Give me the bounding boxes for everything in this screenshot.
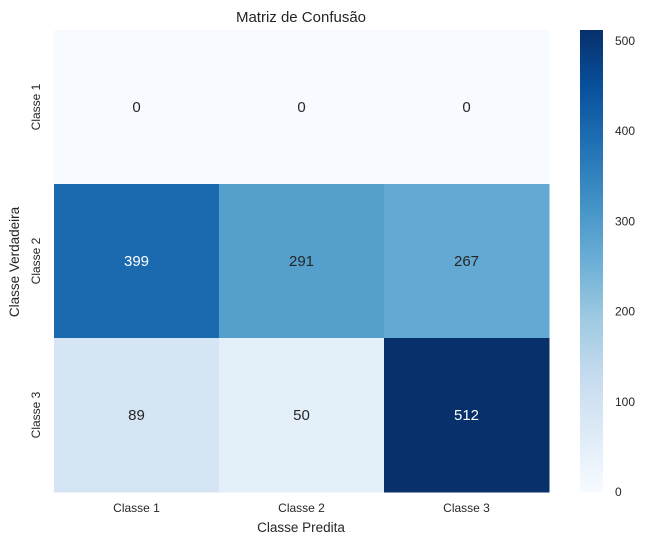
cell-value-label: 399 xyxy=(124,253,149,270)
heatmap-cell xyxy=(54,184,220,339)
heatmap-cell xyxy=(384,184,550,339)
x-axis-label: Classe Predita xyxy=(257,520,345,535)
cell-value-label: 267 xyxy=(454,253,479,270)
cell-value-label: 0 xyxy=(462,99,470,116)
cell-value-label: 512 xyxy=(454,407,479,424)
x-tick-label: Classe 3 xyxy=(443,501,490,515)
colorbar: 0 100 200 300 400 500 xyxy=(580,30,635,499)
x-tick-label: Classe 2 xyxy=(278,501,325,515)
x-axis-ticks: Classe 1 Classe 2 Classe 3 xyxy=(113,501,490,515)
chart-title: Matriz de Confusão xyxy=(236,9,366,26)
x-tick-label: Classe 1 xyxy=(113,501,160,515)
y-axis-label: Classe Verdadeira xyxy=(7,206,22,317)
colorbar-tick-label: 300 xyxy=(615,214,635,228)
heatmap-cell xyxy=(384,30,550,185)
heatmap-cell xyxy=(219,30,385,185)
heatmap-cell xyxy=(219,184,385,339)
y-tick-label: Classe 3 xyxy=(29,391,43,438)
y-tick-label: Classe 1 xyxy=(29,83,43,130)
y-axis-ticks: Classe 1 Classe 2 Classe 3 xyxy=(29,83,43,438)
heatmap-grid: 0 0 0 399 291 267 89 50 512 xyxy=(54,30,550,493)
heatmap-cell xyxy=(54,338,220,493)
colorbar-tick-label: 500 xyxy=(615,34,635,48)
cell-value-label: 0 xyxy=(132,99,140,116)
heatmap-cell xyxy=(384,338,550,493)
heatmap-cell xyxy=(54,30,220,185)
heatmap-cell xyxy=(219,338,385,493)
colorbar-tick-label: 0 xyxy=(615,485,622,499)
cell-value-label: 0 xyxy=(297,99,305,116)
y-tick-label: Classe 2 xyxy=(29,237,43,284)
cell-value-label: 291 xyxy=(289,253,314,270)
colorbar-tick-label: 200 xyxy=(615,305,635,319)
colorbar-tick-label: 100 xyxy=(615,395,635,409)
colorbar-gradient xyxy=(580,30,603,492)
colorbar-tick-label: 400 xyxy=(615,124,635,138)
cell-value-label: 50 xyxy=(293,407,310,424)
cell-value-label: 89 xyxy=(128,407,145,424)
